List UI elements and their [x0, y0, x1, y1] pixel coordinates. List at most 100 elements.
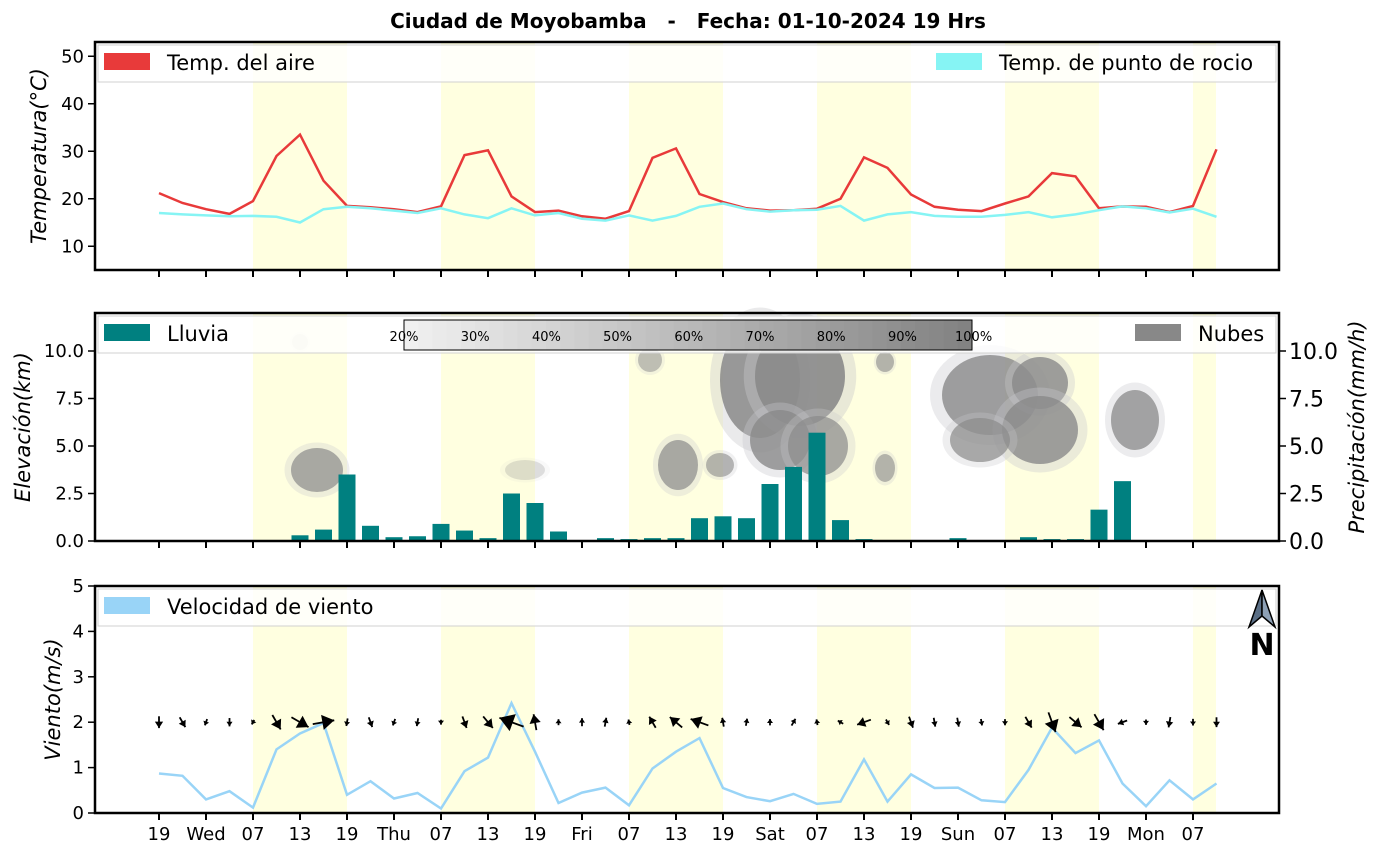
cloud-cover — [500, 457, 550, 483]
x-tick-label: 19 — [712, 824, 735, 845]
x-tick-label: Thu — [376, 824, 411, 845]
wind-speed-line — [158, 700, 1218, 811]
wind-direction-arrow — [366, 717, 374, 728]
wind-direction-arrow — [743, 718, 750, 726]
wind-direction-arrow — [719, 717, 727, 727]
wind-direction-arrow — [1190, 718, 1196, 726]
wind-direction-arrow — [1068, 716, 1083, 728]
x-tick-label: Mon — [1127, 824, 1165, 845]
dew-point-line — [158, 202, 1217, 224]
chart-title: Ciudad de Moyobamba - Fecha: 01-10-2024 … — [390, 9, 986, 33]
wind-direction-arrow — [414, 718, 421, 727]
colorbar-segment — [787, 320, 803, 350]
arrow-head — [1092, 718, 1105, 731]
colorbar-segment — [645, 320, 661, 350]
arrow-head — [321, 714, 335, 730]
colorbar-segment — [957, 320, 973, 350]
arrow-head — [1143, 720, 1149, 725]
north-arrow-icon — [1247, 589, 1277, 630]
wind-direction-arrow — [856, 717, 872, 727]
arrow-head — [884, 719, 890, 725]
wind-direction-arrow — [499, 714, 524, 732]
x-tick-label: 07 — [430, 824, 453, 845]
wind-direction-arrow — [178, 716, 187, 728]
x-tick-label: 13 — [477, 824, 500, 845]
rain-bar — [832, 520, 849, 541]
x-tick-label: 07 — [242, 824, 265, 845]
y-tick-label: 5 — [73, 576, 84, 597]
wind-direction-arrow — [579, 718, 585, 727]
wind-direction-arrow — [790, 718, 797, 727]
cloud-cover — [658, 440, 698, 490]
colorbar-segment — [432, 320, 448, 350]
x-tick-label: Sat — [755, 824, 785, 845]
colorbar-segment — [744, 320, 760, 350]
cloud-colorbar — [403, 319, 973, 351]
y-tick-label: 40 — [61, 94, 84, 115]
cloud-cover — [1012, 357, 1068, 409]
x-tick-label: Wed — [186, 824, 225, 845]
arrow-head — [344, 721, 351, 726]
wind-direction-arrow — [154, 716, 164, 729]
arrow-head — [978, 720, 985, 726]
x-tick-label: 07 — [994, 824, 1017, 845]
cloud-cover — [505, 460, 545, 480]
rain-bar — [456, 530, 473, 541]
arrow-head — [648, 716, 657, 725]
colorbar-segment — [404, 320, 419, 350]
arrow-head — [1071, 717, 1082, 728]
elevation-axis-label: Elevación(km) — [11, 352, 35, 502]
clouds-legend-swatch — [1135, 324, 1181, 341]
colorbar-segment — [531, 320, 547, 350]
rain-bar — [761, 484, 779, 541]
daylight-band — [1193, 586, 1216, 813]
rain-legend-label: Lluvia — [167, 322, 229, 346]
rain-bar — [385, 537, 403, 541]
x-tick-label: 19 — [1088, 824, 1111, 845]
y-tick-label: 7.5 — [55, 389, 84, 410]
rain-bar — [526, 503, 544, 541]
wind-legend-label: Velocidad de viento — [167, 595, 373, 619]
colorbar-segment — [943, 320, 959, 350]
wind-direction-arrow — [1044, 712, 1059, 733]
colorbar-segment — [503, 320, 519, 350]
arrow-head — [1044, 718, 1059, 733]
cloud-cover — [950, 418, 1010, 462]
arrow-head — [414, 721, 421, 727]
colorbar-segment — [730, 320, 746, 350]
y-tick-label-right: 10.0 — [1289, 340, 1338, 365]
rain-bar — [808, 432, 826, 541]
colorbar-label: 40% — [532, 330, 561, 345]
colorbar-label: 80% — [817, 330, 846, 345]
wind-legend — [97, 588, 1277, 627]
wind-direction-arrow — [226, 718, 233, 727]
arrow-head — [906, 720, 915, 728]
y-tick-label: 20 — [61, 189, 84, 210]
colorbar-segment — [830, 320, 845, 350]
wind-direction-arrow — [690, 716, 709, 729]
cloud-cover — [1002, 396, 1078, 464]
wind-direction-arrow — [344, 718, 351, 727]
wind-direction-arrow — [884, 719, 890, 726]
rain-bar — [550, 531, 567, 541]
arrow-head — [271, 718, 282, 730]
arrow-head — [743, 718, 750, 724]
wind-direction-arrow — [529, 714, 541, 731]
y-tick-label: 0 — [73, 803, 84, 824]
x-tick-label: Sun — [941, 824, 975, 845]
colorbar-segment — [901, 320, 916, 350]
y-tick-label: 1 — [73, 758, 84, 779]
panel-frame — [93, 584, 1281, 815]
cloud-cover — [875, 454, 895, 482]
arrow-head — [391, 720, 398, 726]
colorbar-segment — [872, 320, 888, 350]
colorbar-segment — [475, 320, 490, 350]
dew-point-legend-swatch — [936, 53, 982, 70]
arrow-head — [719, 717, 727, 724]
arrow-head — [438, 720, 444, 725]
rain-bar — [949, 538, 967, 541]
colorbar-segment — [815, 320, 831, 350]
arrow-head — [1002, 721, 1008, 726]
wind-direction-arrow — [1117, 718, 1128, 726]
colorbar-segment — [617, 320, 632, 350]
